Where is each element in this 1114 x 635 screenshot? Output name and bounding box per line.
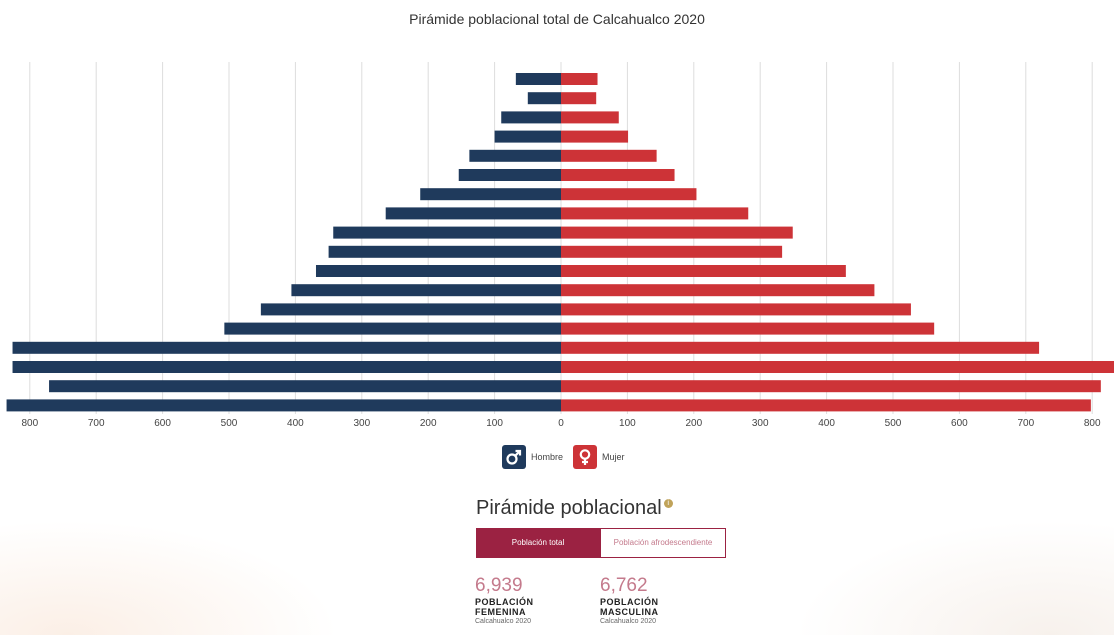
bar-hombre[interactable] <box>527 92 561 105</box>
bar-hombre[interactable] <box>333 226 561 239</box>
x-tick-label: 300 <box>752 418 769 429</box>
stat-label: POBLACIÓN MASCULINA <box>600 597 659 617</box>
legend-item-hombre[interactable]: Hombre <box>502 445 563 469</box>
female-symbol-icon <box>573 445 597 469</box>
section-title: Pirámide poblacional i <box>476 497 673 520</box>
bar-hombre[interactable] <box>224 322 562 335</box>
bar-mujer[interactable] <box>561 265 846 277</box>
section-title-text: Pirámide poblacional <box>476 497 662 519</box>
bar-mujer[interactable] <box>561 226 793 239</box>
bar-hombre[interactable] <box>420 188 561 201</box>
legend-label-mujer: Mujer <box>602 452 625 462</box>
bar-hombre[interactable] <box>515 73 561 85</box>
legend-label-hombre: Hombre <box>531 452 564 462</box>
bar-hombre[interactable] <box>6 399 562 412</box>
x-tick-label: 100 <box>619 418 636 429</box>
bar-mujer[interactable] <box>561 284 875 297</box>
bar-hombre[interactable] <box>494 130 561 143</box>
x-tick-label: 400 <box>818 418 835 429</box>
stat-poblacion-femenina: 6,939 POBLACIÓN FEMENINA Calcahualco 202… <box>475 575 555 627</box>
bar-hombre[interactable] <box>291 284 561 297</box>
x-tick-label: 600 <box>951 418 968 429</box>
bar-hombre[interactable] <box>49 380 561 393</box>
tab-poblacion-total[interactable]: Población total <box>476 528 600 558</box>
bar-mujer[interactable] <box>561 380 1101 393</box>
bar-hombre[interactable] <box>12 361 561 373</box>
bar-hombre[interactable] <box>501 111 561 124</box>
x-tick-label: 800 <box>1084 418 1101 429</box>
bar-mujer[interactable] <box>561 361 1114 373</box>
x-tick-label: 0 <box>558 418 564 429</box>
bar-mujer[interactable] <box>561 341 1040 354</box>
x-tick-label: 700 <box>1017 418 1034 429</box>
bar-mujer[interactable] <box>561 111 619 124</box>
bar-hombre[interactable] <box>12 341 561 354</box>
x-tick-label: 200 <box>420 418 437 429</box>
bar-hombre[interactable] <box>469 149 561 162</box>
x-tick-label: 500 <box>221 418 238 429</box>
legend-item-mujer[interactable]: Mujer <box>573 445 625 469</box>
bar-hombre[interactable] <box>315 265 561 277</box>
bar-mujer[interactable] <box>561 399 1091 412</box>
bar-mujer[interactable] <box>561 245 783 258</box>
x-tick-label: 100 <box>486 418 503 429</box>
bar-mujer[interactable] <box>561 73 598 85</box>
background-glow-right <box>794 520 1114 635</box>
x-tick-label: 500 <box>885 418 902 429</box>
tab-poblacion-afrodescendiente[interactable]: Población afrodescendiente <box>600 528 726 558</box>
x-tick-label: 800 <box>21 418 38 429</box>
x-tick-label: 700 <box>88 418 105 429</box>
bar-hombre[interactable] <box>385 207 561 220</box>
chart-legend: Hombre Mujer <box>0 445 1114 471</box>
male-symbol-icon <box>502 445 526 469</box>
bar-mujer[interactable] <box>561 92 597 105</box>
x-tick-label: 200 <box>685 418 702 429</box>
x-tick-label: 400 <box>287 418 304 429</box>
bar-mujer[interactable] <box>561 149 657 162</box>
bar-mujer[interactable] <box>561 303 911 316</box>
stat-subtitle: Calcahualco 2020 <box>475 618 532 625</box>
bar-mujer[interactable] <box>561 207 749 220</box>
bar-mujer[interactable] <box>561 188 697 201</box>
background-glow-left <box>0 520 340 635</box>
bar-hombre[interactable] <box>260 303 561 316</box>
stat-subtitle: Calcahualco 2020 <box>600 618 657 625</box>
x-tick-label: 600 <box>154 418 171 429</box>
population-tabs: Población total Población afrodescendien… <box>476 528 726 558</box>
stat-value: 6,939 <box>475 575 523 596</box>
bar-mujer[interactable] <box>561 322 935 335</box>
bar-mujer[interactable] <box>561 130 629 143</box>
x-tick-label: 300 <box>353 418 370 429</box>
chart-title: Pirámide poblacional total de Calcahualc… <box>409 11 705 27</box>
bar-mujer[interactable] <box>561 169 675 181</box>
info-icon[interactable]: i <box>663 499 673 508</box>
bar-hombre[interactable] <box>458 169 561 181</box>
population-pyramid-chart: 800 700 600 500 400 300 200 100 0 100 200 300 400 500… <box>6 62 1114 429</box>
stat-label: POBLACIÓN FEMENINA <box>475 597 534 617</box>
stat-poblacion-masculina: 6,762 POBLACIÓN MASCULINA Calcahualco 20… <box>600 575 680 627</box>
bar-hombre[interactable] <box>328 245 561 258</box>
stat-value: 6,762 <box>600 575 648 596</box>
